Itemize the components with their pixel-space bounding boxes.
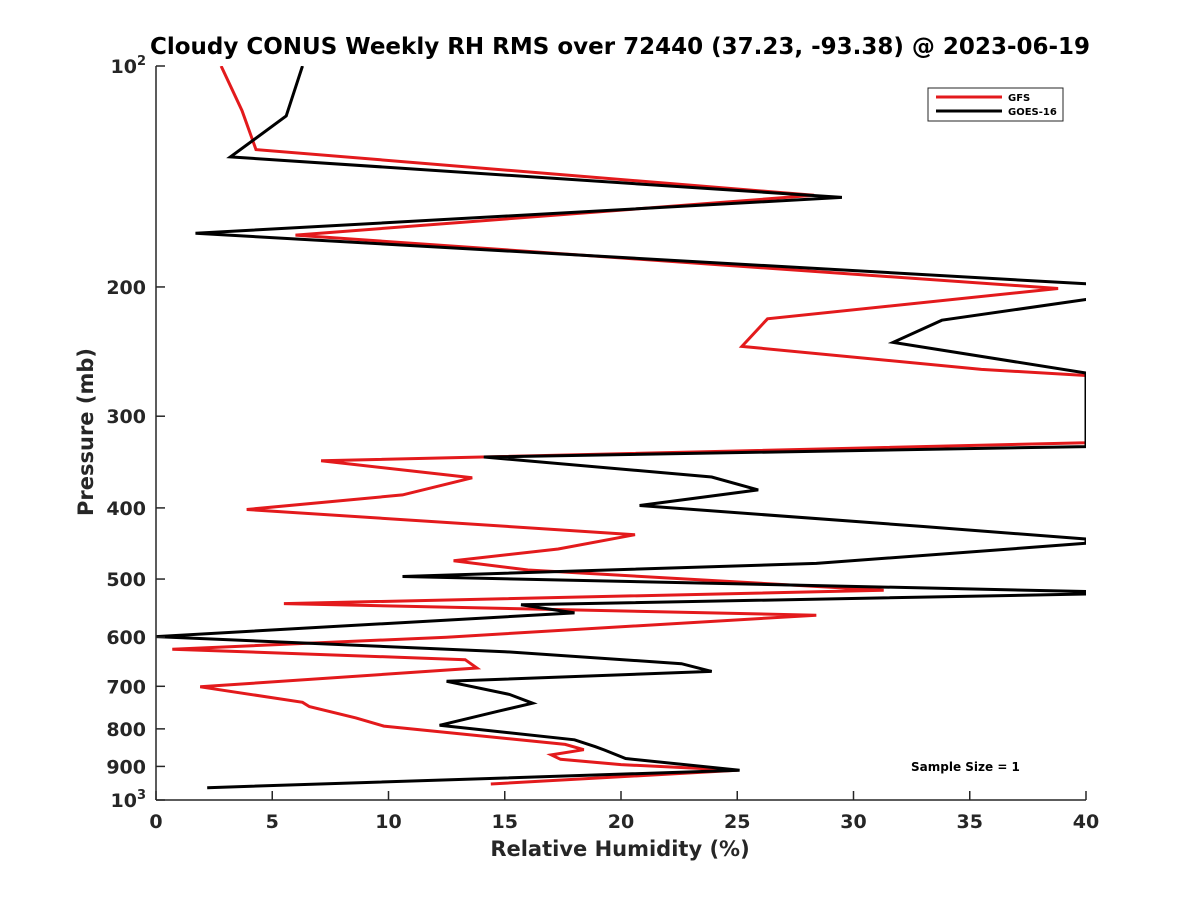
sample-size-annotation: Sample Size = 1: [911, 760, 1020, 774]
legend-box: [927, 87, 1064, 122]
x-tick-label: 10: [375, 811, 401, 833]
series-line-gfs: [172, 66, 1086, 786]
x-axis-label: Relative Humidity (%): [490, 837, 749, 861]
y-tick-label: 300: [106, 406, 146, 428]
y-tick-label: 600: [106, 627, 146, 649]
series-group: [156, 66, 1086, 790]
x-tick-label: 35: [957, 811, 983, 833]
x-tick-label: 30: [840, 811, 866, 833]
legend: GFS GOES-16: [927, 87, 1064, 122]
y-tick-label: 700: [106, 676, 146, 698]
y-tick-label: 103: [111, 788, 147, 812]
x-tick-label: 25: [724, 811, 750, 833]
legend-label-gfs: GFS: [1008, 93, 1030, 104]
x-tick-label: 5: [266, 811, 279, 833]
chart-title: Cloudy CONUS Weekly RH RMS over 72440 (3…: [150, 34, 1090, 60]
y-axis-label: Pressure (mb): [74, 348, 98, 516]
plot-area: 0 5 10 15 20 25 30 35 40 102 200 300 400 500 600 700 800…: [106, 54, 1099, 833]
y-tick-label: 200: [106, 277, 146, 299]
y-tick-label: 500: [106, 569, 146, 591]
x-tick-label: 15: [492, 811, 518, 833]
legend-label-goes-16: GOES-16: [1008, 107, 1057, 118]
x-tick-label: 20: [608, 811, 634, 833]
y-tick-label: 400: [106, 498, 146, 520]
y-tick-label: 102: [111, 54, 147, 78]
y-tick-label: 900: [106, 756, 146, 778]
y-tick-label: 800: [106, 719, 146, 741]
x-tick-label: 40: [1073, 811, 1099, 833]
x-tick-label: 0: [149, 811, 162, 833]
series-line-goes-16: [156, 66, 1086, 790]
